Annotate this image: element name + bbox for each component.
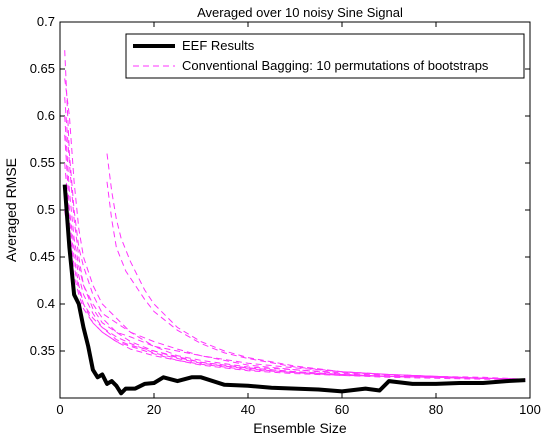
y-tick-label: 0.5 (37, 202, 55, 217)
y-tick-label: 0.4 (37, 296, 55, 311)
plot-frame (59, 21, 531, 399)
series-line-bagging (64, 97, 526, 380)
x-tick-label: 0 (56, 402, 63, 417)
y-tick-label: 0.7 (37, 14, 55, 29)
x-tick-label: 60 (335, 402, 349, 417)
legend-label-eef: EEF Results (182, 38, 255, 53)
series-line-bagging (106, 181, 526, 380)
y-axis-ticks: 0.35 0.4 0.45 0.5 0.55 0.6 0.65 0.7 (30, 14, 530, 358)
y-tick-label: 0.6 (37, 108, 55, 123)
series-line-bagging (64, 134, 526, 380)
y-axis-label: Averaged RMSE (3, 158, 19, 262)
series-line-bagging (64, 191, 526, 380)
series-line-bagging (106, 153, 526, 380)
legend-box (125, 33, 525, 79)
legend-label-bagging: Conventional Bagging: 10 permutations of… (182, 58, 489, 73)
chart-title: Averaged over 10 noisy Sine Signal (197, 5, 403, 20)
x-tick-label: 100 (519, 402, 541, 417)
plot-area (59, 21, 531, 399)
series-line-bagging (64, 209, 526, 380)
x-tick-label: 20 (147, 402, 161, 417)
series-lines (62, 50, 526, 396)
x-tick-label: 40 (241, 402, 255, 417)
x-tick-label: 80 (429, 402, 443, 417)
y-tick-label: 0.45 (30, 249, 55, 264)
series-line-bagging (64, 162, 526, 380)
y-tick-label: 0.65 (30, 61, 55, 76)
x-axis-label: Ensemble Size (253, 420, 347, 436)
y-tick-label: 0.55 (30, 155, 55, 170)
x-axis-ticks: 0 20 40 60 80 100 (56, 22, 541, 417)
series-line-eef (62, 184, 526, 396)
legend: EEF Results Conventional Bagging: 10 per… (125, 33, 525, 79)
y-tick-label: 0.35 (30, 343, 55, 358)
